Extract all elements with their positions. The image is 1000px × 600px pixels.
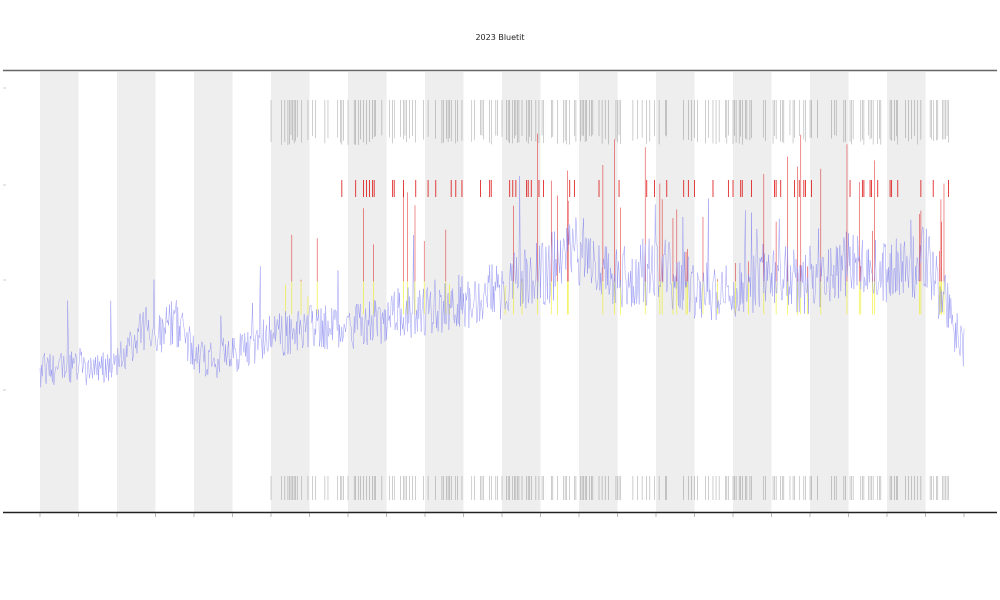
series-layer — [39, 133, 965, 388]
shaded-band — [40, 72, 79, 512]
shaded-band — [271, 72, 310, 512]
series-line — [39, 175, 965, 388]
shaded-band — [117, 72, 156, 512]
shaded-band — [348, 72, 387, 512]
shaded-band — [425, 72, 464, 512]
shaded-band — [656, 72, 695, 512]
y-axis-ticks — [3, 87, 6, 391]
event-marks — [270, 100, 949, 500]
chart-title: 2023 Bluetit — [475, 33, 524, 42]
x-axis-ticks — [39, 513, 965, 517]
shaded-band — [194, 72, 233, 512]
shaded-band — [887, 72, 926, 512]
shaded-band — [579, 72, 618, 512]
shaded-bands — [40, 72, 926, 512]
